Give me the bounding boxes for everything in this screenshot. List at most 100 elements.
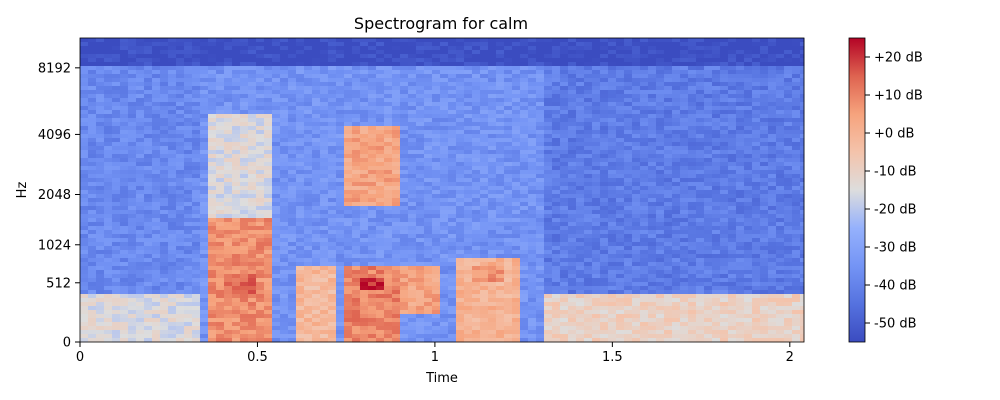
spectrogram-cell [104,166,113,171]
spectrogram-cell [512,62,521,67]
spectrogram-cell [152,278,161,283]
spectrogram-cell [304,290,313,295]
spectrogram-cell [320,62,329,67]
spectrogram-cell [280,230,289,235]
spectrogram-cell [232,186,241,191]
spectrogram-cell [536,54,545,59]
spectrogram-cell [584,94,593,99]
spectrogram-cell [440,310,449,315]
spectrogram-cell [408,174,417,179]
spectrogram-cell [536,282,545,287]
spectrogram-cell [304,282,313,287]
spectrogram-cell [440,138,449,143]
spectrogram-cell [168,174,177,179]
spectrogram-cell [176,230,185,235]
spectrogram-cell [224,326,233,331]
spectrogram-cell [168,186,177,191]
spectrogram-cell [512,102,521,107]
spectrogram-cell [512,278,521,283]
spectrogram-cell [488,130,497,135]
spectrogram-cell [232,230,241,235]
spectrogram-cell [288,250,297,255]
spectrogram-cell [592,286,601,291]
spectrogram-cell [584,246,593,251]
spectrogram-cell [368,338,377,343]
spectrogram-cell [224,110,233,115]
spectrogram-cell [80,150,89,155]
spectrogram-cell [528,54,537,59]
spectrogram-cell [528,174,537,179]
spectrogram-cell [600,182,609,187]
spectrogram-cell [296,170,305,175]
spectrogram-cell [176,258,185,263]
spectrogram-cell [528,114,537,119]
spectrogram-cell [296,294,305,299]
spectrogram-cell [280,302,289,307]
spectrogram-cell [504,258,513,263]
spectrogram-cell [336,78,345,83]
spectrogram-cell [592,174,601,179]
spectrogram-cell [560,294,569,299]
spectrogram-cell [256,138,265,143]
spectrogram-cell [216,278,225,283]
spectrogram-cell [520,54,529,59]
spectrogram-cell [144,54,153,59]
spectrogram-cell [336,94,345,99]
spectrogram-cell [368,238,377,243]
spectrogram-cell [240,314,249,319]
spectrogram-cell [368,242,377,247]
spectrogram-cell [552,286,561,291]
spectrogram-cell [376,158,385,163]
spectrogram-cell [400,130,409,135]
spectrogram-cell [312,46,321,51]
spectrogram-cell [408,310,417,315]
spectrogram-cell [192,182,201,187]
spectrogram-cell [368,250,377,255]
spectrogram-cell [168,334,177,339]
spectrogram-cell [480,206,489,211]
spectrogram-cell [168,214,177,219]
spectrogram-cell [480,258,489,263]
spectrogram-cell [368,126,377,131]
spectrogram-cell [184,226,193,231]
spectrogram-cell [544,322,553,327]
spectrogram-cell [264,42,273,47]
spectrogram-cell [104,314,113,319]
spectrogram-cell [368,134,377,139]
spectrogram-cell [96,286,105,291]
spectrogram-cell [80,334,89,339]
spectrogram-cell [464,202,473,207]
spectrogram-cell [576,218,585,223]
spectrogram-cell [584,214,593,219]
spectrogram-cell [568,278,577,283]
spectrogram-cell [464,38,473,43]
spectrogram-cell [432,50,441,55]
spectrogram-cell [496,106,505,111]
spectrogram-cell [208,70,217,75]
spectrogram-cell [312,242,321,247]
spectrogram-cell [344,150,353,155]
spectrogram-cell [304,198,313,203]
spectrogram-cell [176,298,185,303]
spectrogram-cell [344,310,353,315]
spectrogram-cell [232,70,241,75]
spectrogram-cell [456,78,465,83]
spectrogram-cell [416,170,425,175]
spectrogram-cell [344,102,353,107]
spectrogram-cell [544,190,553,195]
spectrogram-cell [536,210,545,215]
spectrogram-cell [488,158,497,163]
spectrogram-cell [304,150,313,155]
spectrogram-cell [176,46,185,51]
spectrogram-cell [208,98,217,103]
spectrogram-cell [456,254,465,259]
spectrogram-cell [344,322,353,327]
spectrogram-cell [408,74,417,79]
spectrogram-cell [248,250,257,255]
spectrogram-cell [408,214,417,219]
spectrogram-cell [264,178,273,183]
spectrogram-cell [464,246,473,251]
spectrogram-cell [480,242,489,247]
spectrogram-cell [544,174,553,179]
spectrogram-cell [112,326,121,331]
